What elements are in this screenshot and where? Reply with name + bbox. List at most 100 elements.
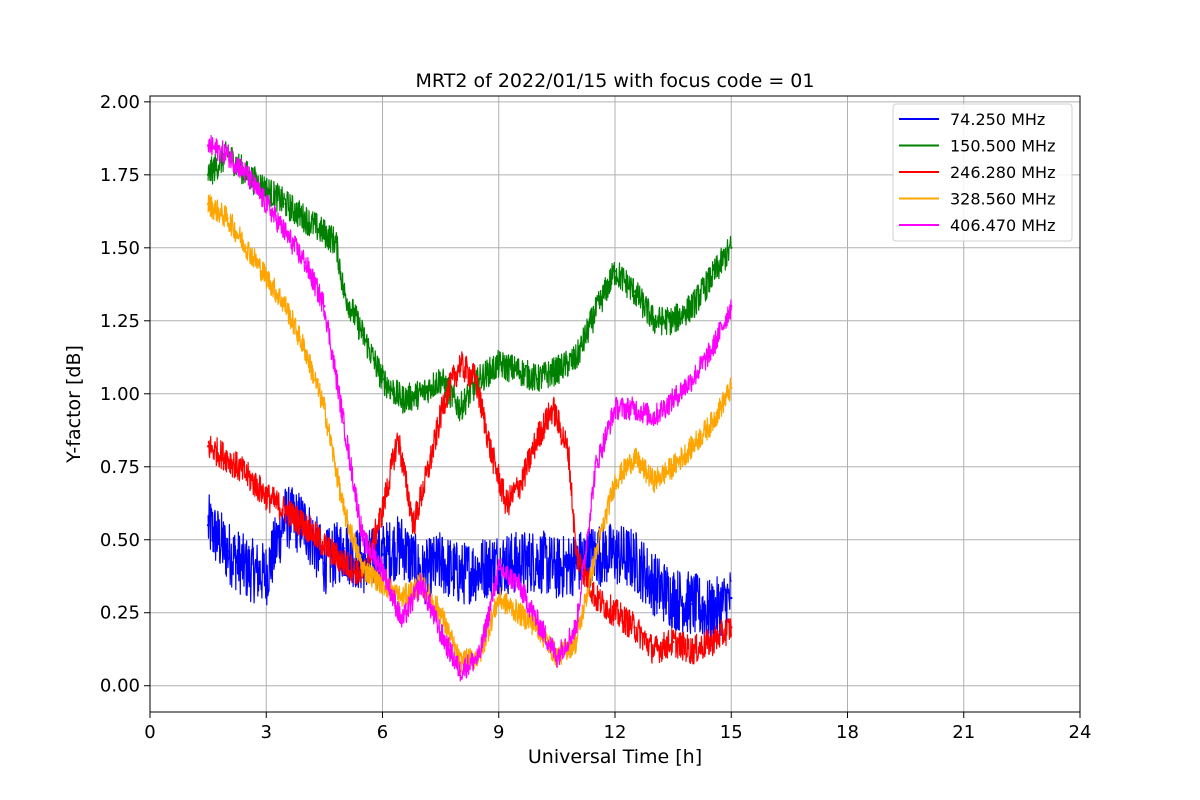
legend-box	[892, 103, 1073, 242]
legend-label: 328.560 MHz	[950, 190, 1055, 209]
series-trace	[207, 134, 732, 682]
data-point	[323, 544, 326, 547]
y-tick-label: 0.25	[100, 603, 140, 624]
x-axis-label: Universal Time [h]	[528, 746, 702, 768]
data-point	[226, 456, 229, 460]
y-tick-label: 1.50	[100, 238, 140, 259]
data-point	[478, 567, 481, 571]
data-point	[284, 232, 287, 235]
data-point	[594, 553, 597, 556]
data-point	[284, 202, 287, 206]
data-point	[381, 582, 384, 585]
tick-layer: 0 3 6 9 12 15 18 21 24 0.00 0.25 0.50 0.75 1.00 1.25 1.…	[100, 92, 1092, 743]
data-point	[420, 582, 423, 585]
data-point	[575, 357, 578, 360]
data-point	[730, 626, 733, 629]
data-point	[613, 407, 617, 410]
data-point	[458, 363, 462, 366]
data-point	[555, 655, 559, 658]
data-point	[303, 524, 307, 527]
data-point	[613, 553, 617, 556]
data-point	[633, 626, 636, 629]
data-point	[245, 173, 249, 176]
data-point	[730, 246, 733, 249]
data-point	[613, 480, 617, 483]
data-point	[594, 596, 597, 600]
chart-title: MRT2 of 2022/01/15 with focus code = 01	[416, 70, 815, 92]
data-point	[671, 640, 675, 644]
x-tick-label: 15	[720, 722, 743, 743]
data-point	[206, 524, 210, 527]
data-point	[381, 567, 384, 571]
data-point	[439, 561, 442, 565]
data-point	[594, 310, 597, 314]
data-point	[516, 582, 520, 585]
data-point	[439, 611, 442, 614]
data-point	[400, 544, 404, 547]
data-point	[652, 582, 655, 585]
series-2	[206, 351, 733, 665]
data-point	[575, 553, 578, 556]
data-point	[567, 451, 570, 454]
data-point	[730, 305, 733, 308]
x-tick-label: 24	[1069, 722, 1092, 743]
data-point	[497, 567, 500, 571]
data-point	[555, 567, 559, 571]
y-tick-label: 0.75	[100, 457, 140, 478]
data-point	[458, 573, 462, 576]
legend-label: 406.470 MHz	[950, 216, 1055, 235]
data-point	[671, 319, 675, 322]
data-point	[226, 550, 229, 553]
data-point	[652, 649, 655, 652]
data-point	[497, 363, 500, 366]
data-point	[323, 407, 326, 410]
data-point	[710, 611, 714, 614]
y-tick-label: 1.25	[100, 311, 140, 332]
data-point	[691, 602, 694, 606]
series-layer	[206, 134, 733, 682]
data-point	[730, 386, 733, 390]
data-point	[633, 456, 636, 460]
legend: 74.250 MHz 150.500 MHz 246.280 MHz 328.560 …	[892, 103, 1073, 242]
data-point	[381, 553, 384, 556]
data-point	[400, 620, 404, 623]
data-point	[206, 173, 210, 176]
data-point	[342, 421, 345, 425]
legend-label: 246.280 MHz	[950, 163, 1055, 182]
data-point	[361, 567, 365, 571]
data-point	[342, 290, 345, 293]
data-point	[652, 480, 655, 483]
data-point	[206, 445, 210, 448]
data-point	[671, 596, 675, 600]
data-point	[551, 407, 555, 410]
data-point	[303, 261, 307, 264]
data-point	[342, 561, 345, 565]
y-tick-label: 2.00	[100, 92, 140, 113]
data-point	[710, 421, 714, 425]
data-point	[478, 655, 481, 658]
data-point	[206, 202, 210, 206]
data-point	[265, 494, 268, 498]
x-tick-label: 18	[836, 722, 859, 743]
data-point	[400, 596, 404, 600]
data-point	[478, 378, 481, 381]
data-point	[334, 240, 338, 244]
data-point	[439, 378, 442, 381]
data-point	[458, 669, 462, 673]
data-point	[439, 632, 442, 635]
data-point	[536, 620, 539, 623]
data-point	[710, 275, 714, 279]
series-trace	[207, 194, 732, 674]
data-point	[555, 369, 559, 372]
data-point	[265, 573, 268, 576]
data-point	[226, 153, 229, 156]
x-tick-label: 0	[144, 722, 155, 743]
y-tick-label: 0.00	[100, 676, 140, 697]
data-point	[303, 217, 307, 220]
data-point	[691, 445, 694, 448]
data-point	[245, 246, 249, 249]
legend-label: 150.500 MHz	[950, 137, 1055, 156]
x-tick-label: 3	[261, 722, 272, 743]
data-point	[323, 232, 326, 235]
data-point	[520, 480, 524, 483]
